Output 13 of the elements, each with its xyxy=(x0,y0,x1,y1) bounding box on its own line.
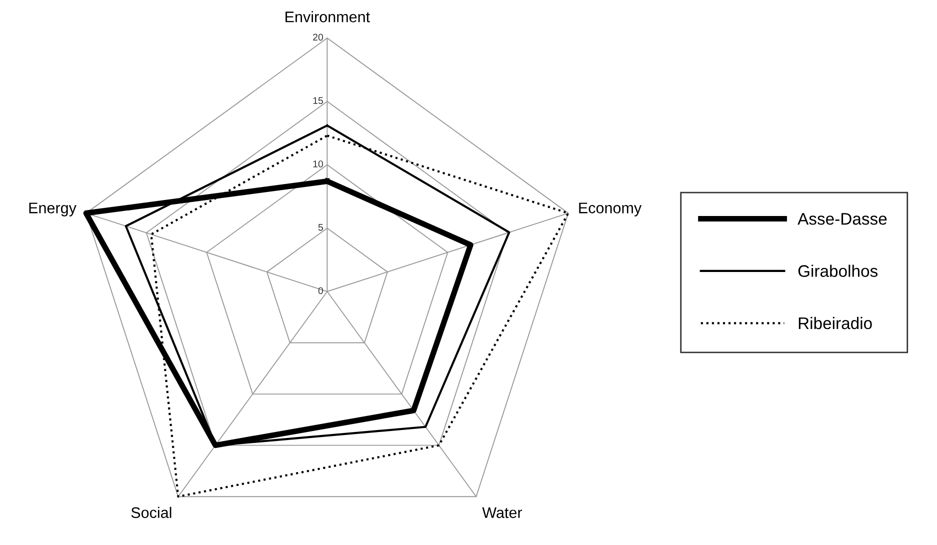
y-tick-label: 0 xyxy=(318,287,323,294)
spoke-label: Economy xyxy=(579,202,642,216)
spoke-label: Social xyxy=(131,506,172,518)
y-tick-label: 15 xyxy=(313,97,323,104)
y-tick-label: 10 xyxy=(313,160,323,168)
y-tick-label: 5 xyxy=(318,224,323,231)
spoke-label: Water xyxy=(482,507,522,518)
text: Girabolhos xyxy=(798,264,878,277)
spoke-label: Environment xyxy=(286,11,370,22)
spoke-label: Energy xyxy=(29,202,76,216)
y-tick-label: 20 xyxy=(313,34,323,41)
text: Ribeiradio xyxy=(798,316,872,330)
text: Asse-Dasse xyxy=(798,213,887,225)
